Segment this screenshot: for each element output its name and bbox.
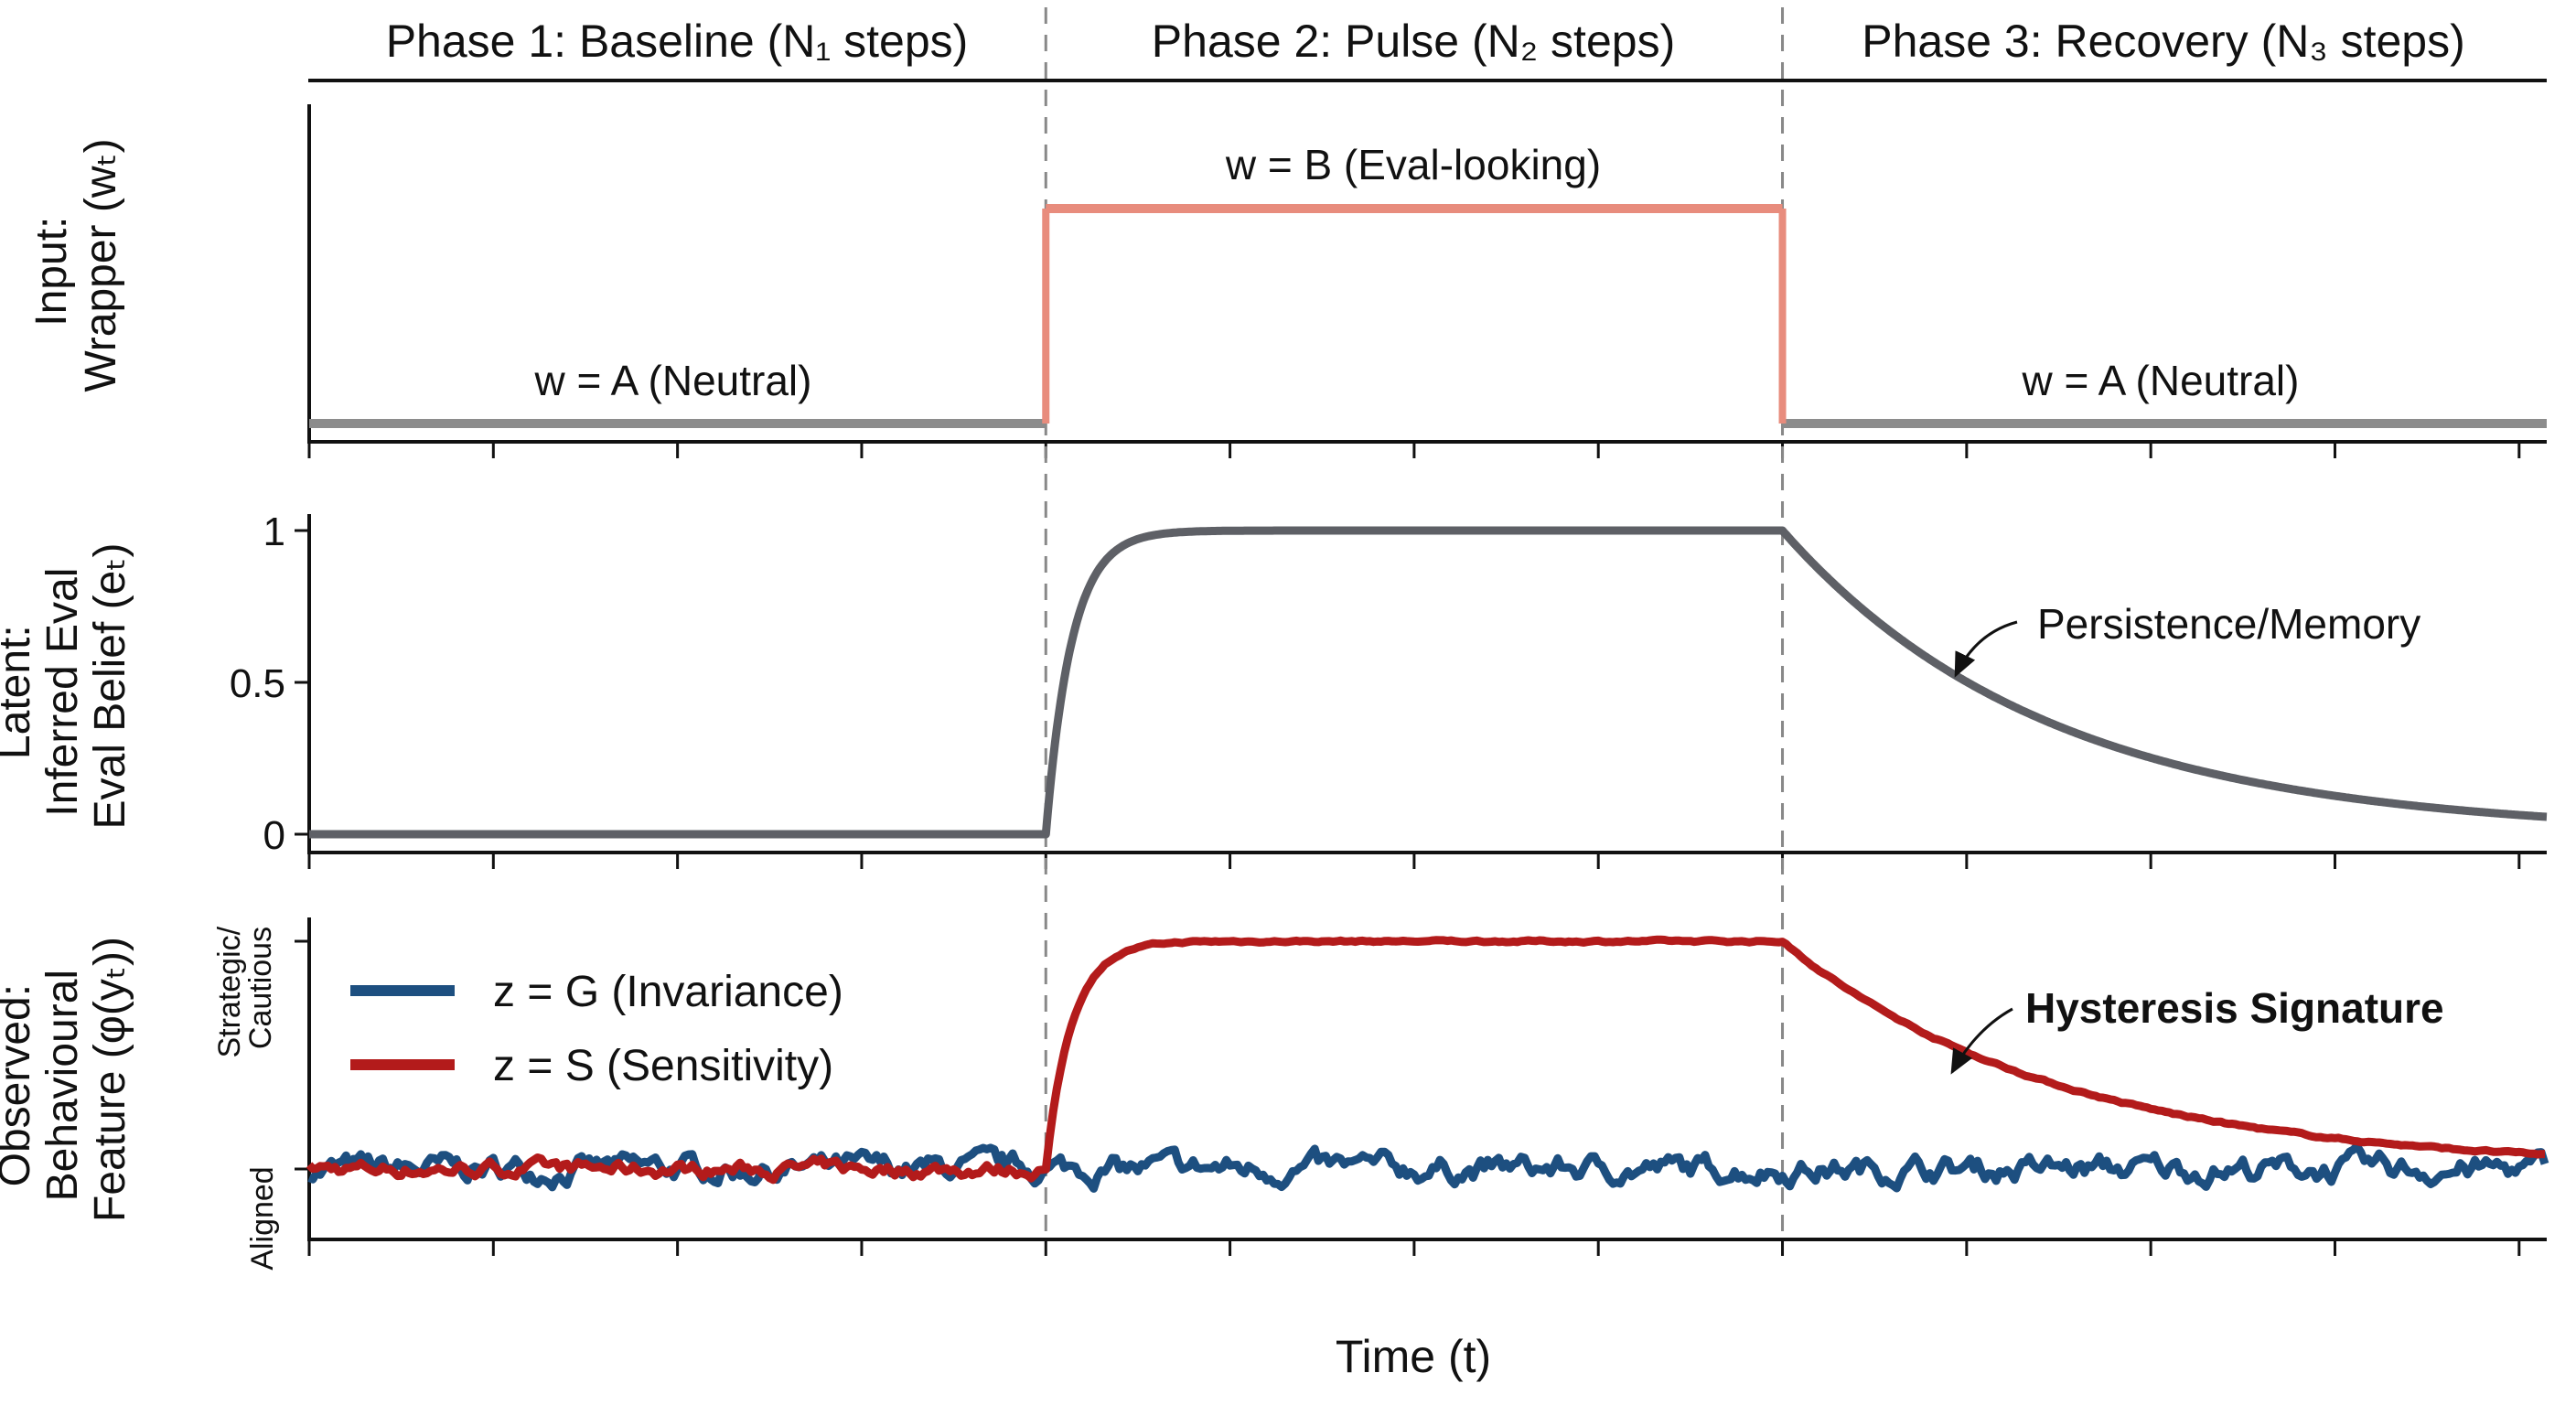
persistence-arrow: [1954, 620, 2018, 678]
phase-1-label: Phase 1: Baseline (N₁ steps): [386, 16, 969, 67]
annotation-hysteresis: Hysteresis Signature: [2025, 984, 2444, 1032]
annotation-wB: w = B (Eval-looking): [1225, 141, 1601, 188]
hysteresis-arrow: [1950, 1007, 2013, 1075]
phase-2-label: Phase 2: Pulse (N₂ steps): [1152, 16, 1675, 67]
legend-label-S: z = S (Sensitivity): [493, 1042, 833, 1090]
ytick-label-0: 0: [263, 813, 285, 858]
panel3-ylabel: Observed: Behavioural Feature (φ(yₜ)): [0, 937, 134, 1222]
legend-label-G: z = G (Invariance): [493, 968, 843, 1016]
legend: z = G (Invariance) z = S (Sensitivity): [350, 968, 843, 1090]
panel1-ylabel: Input: Wrapper (wₜ): [27, 138, 125, 391]
series-S-sensitivity-line: [306, 935, 2546, 1185]
ytick-label-aligned: Aligned: [245, 1166, 280, 1270]
panel2-ylabel: Latent: Inferred Eval Eval Belief (eₜ): [0, 543, 134, 830]
ytick-label-strategic: Strategic/ Cautious: [212, 917, 278, 1057]
x-axis-label: Time (t): [1336, 1331, 1491, 1382]
ytick-label-0.5: 0.5: [230, 661, 285, 706]
annotation-wA-right: w = A (Neutral): [2022, 357, 2300, 404]
annotation-persistence: Persistence/Memory: [2037, 600, 2420, 648]
annotation-wA-left: w = A (Neutral): [534, 357, 812, 404]
ytick-label-1: 1: [263, 509, 285, 554]
phase-3-label: Phase 3: Recovery (N₃ steps): [1862, 16, 2465, 67]
latent-belief-line: [306, 526, 2549, 839]
